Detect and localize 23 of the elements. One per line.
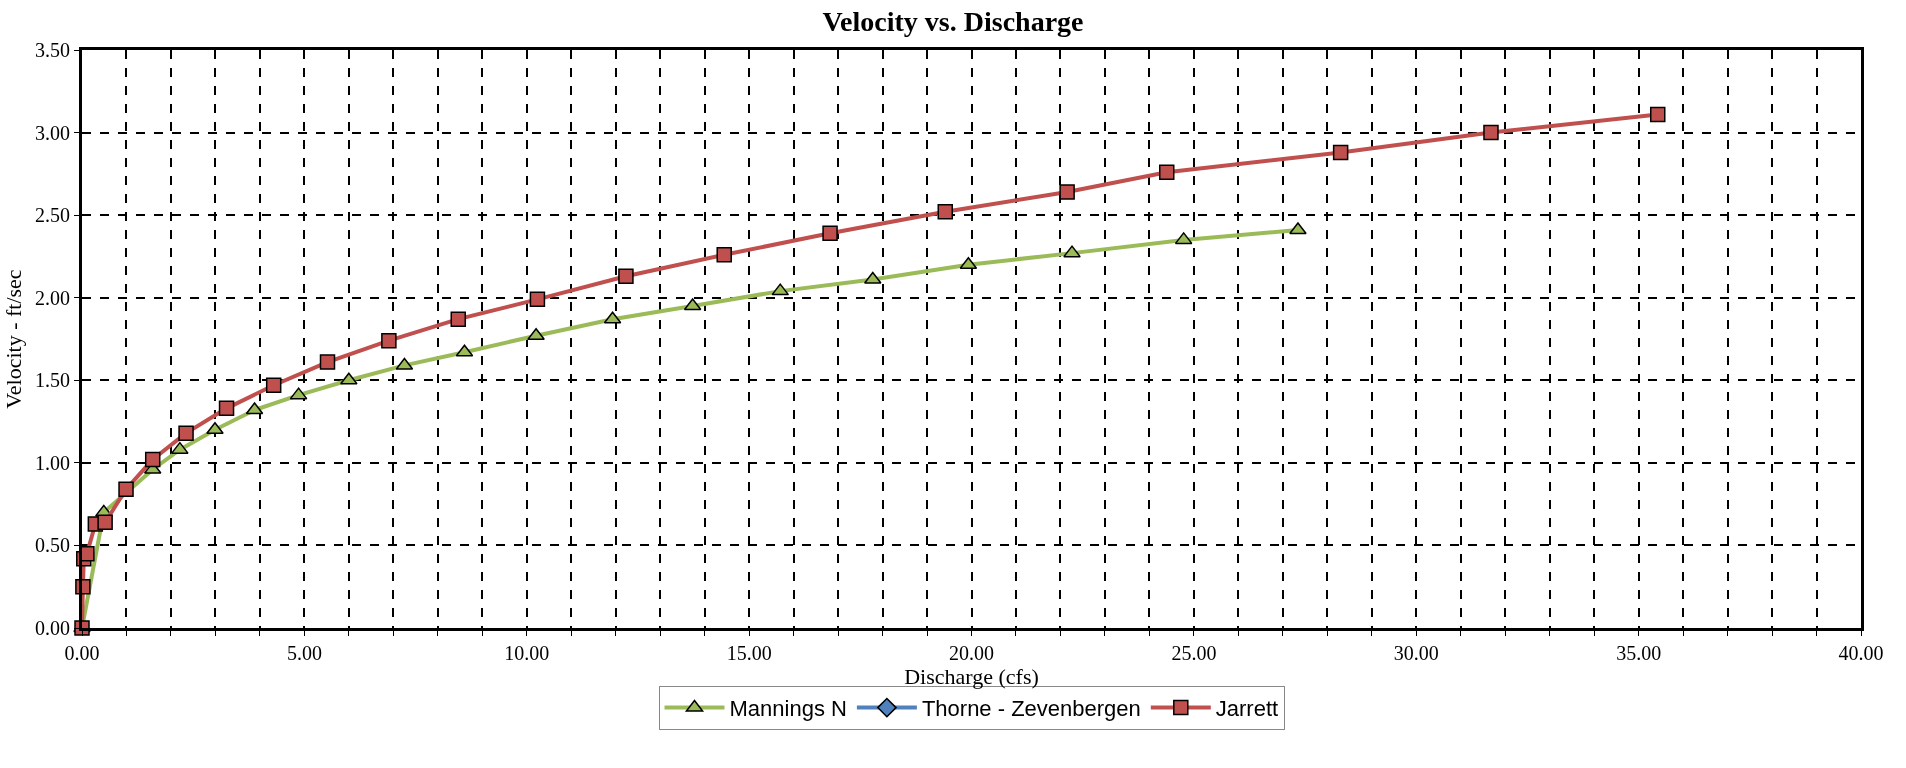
x-tick-label: 30.00 [1393, 642, 1439, 664]
x-axis-title: Discharge (cfs) [904, 664, 1039, 689]
y-tick-label: 2.00 [35, 286, 70, 309]
y-axis-title: Velocity - ft/sec [0, 269, 26, 409]
x-tick-label: 35.00 [1616, 642, 1662, 664]
x-tick-label: 20.00 [949, 642, 994, 664]
x-tick-label: 0.00 [64, 642, 100, 664]
y-tick-label: 1.00 [35, 451, 70, 474]
y-tick-label: 2.50 [35, 204, 70, 227]
chart-title: Velocity vs. Discharge [822, 6, 1084, 38]
x-tick-label: 15.00 [726, 642, 772, 664]
legend-label: Thorne - Zevenbergen [921, 696, 1141, 722]
y-tick-label: 3.00 [35, 121, 70, 144]
x-tick-label: 5.00 [286, 642, 322, 664]
legend-label: Jarrett [1215, 696, 1279, 722]
y-tick-label: 0.00 [35, 617, 70, 639]
legend-label: Mannings N [729, 696, 847, 722]
y-tick-label: 0.50 [35, 534, 70, 557]
x-tick-label: 10.00 [504, 642, 550, 664]
x-tick-label: 25.00 [1171, 642, 1217, 664]
y-tick-label: 1.50 [35, 369, 70, 392]
x-tick-label: 40.00 [1838, 642, 1884, 664]
y-tick-label: 3.50 [35, 39, 70, 61]
